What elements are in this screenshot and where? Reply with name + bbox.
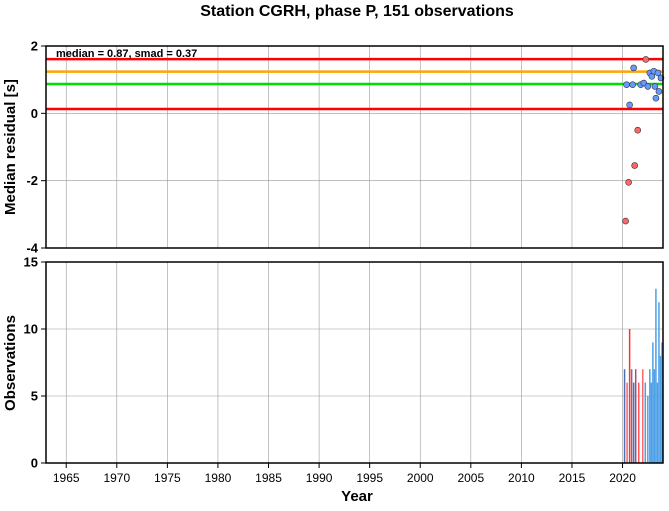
x-tick-label: 1990 — [306, 471, 333, 485]
residual-point — [634, 126, 642, 134]
reference-lines — [46, 57, 663, 111]
y-tick-label: 0 — [31, 106, 38, 121]
residual-points — [622, 56, 665, 225]
residual-point — [651, 83, 659, 90]
y-tick-label: 2 — [31, 39, 38, 54]
observation-bars — [623, 288, 663, 463]
observations-plot-frame — [45, 261, 664, 464]
residual-point — [652, 94, 660, 102]
x-tick-label: 1980 — [205, 471, 232, 485]
residual-point — [631, 162, 638, 169]
observations-gridlines — [46, 261, 663, 464]
residual-point — [655, 88, 663, 95]
residual-point — [654, 69, 662, 77]
residual-panel: median = 0.87, smad = 0.37 -4 -2 0 2 Median… — [2, 39, 665, 256]
residual-gridlines — [46, 45, 663, 249]
residual-point — [644, 83, 652, 90]
y-tick-label: 10 — [24, 322, 38, 337]
stats-annotation: median = 0.87, smad = 0.37 — [56, 48, 197, 60]
residual-point — [626, 101, 633, 109]
y-tick-label: -2 — [26, 173, 38, 188]
observations-y-axis-label: Observations — [2, 315, 19, 411]
residual-plot-frame — [45, 45, 664, 249]
residual-point — [625, 179, 632, 186]
x-tick-label: 1965 — [53, 471, 80, 485]
residual-point — [622, 217, 629, 225]
residual-point — [629, 81, 636, 89]
y-tick-label: 5 — [31, 389, 38, 404]
residual-y-ticks: -4 -2 0 2 — [26, 39, 46, 256]
x-tick-label: 2020 — [609, 471, 636, 485]
x-tick-label: 1970 — [103, 471, 130, 485]
y-tick-label: 15 — [24, 255, 38, 270]
x-tick-label: 2000 — [407, 471, 434, 485]
chart-title: Station CGRH, phase P, 151 observations — [200, 3, 514, 20]
observations-panel: 0 5 10 15 1965 1970 1975 1980 1985 1990 1995 2000 2… — [2, 255, 664, 505]
y-tick-label: 0 — [31, 456, 38, 471]
residual-y-axis-label: Median residual [s] — [2, 79, 19, 215]
residual-point — [623, 81, 630, 89]
residual-point — [630, 64, 637, 72]
x-tick-label: 2015 — [559, 471, 586, 485]
y-tick-label: -4 — [26, 241, 38, 256]
x-tick-label: 2005 — [457, 471, 484, 485]
residual-point — [642, 56, 650, 63]
x-tick-label: 1975 — [154, 471, 181, 485]
x-tick-label: 1995 — [356, 471, 383, 485]
year-x-ticks: 1965 1970 1975 1980 1985 1990 1995 2000 2005 2010… — [53, 463, 636, 485]
observations-y-ticks: 0 5 10 15 — [24, 255, 46, 471]
x-tick-label: 1985 — [255, 471, 282, 485]
x-tick-label: 2010 — [508, 471, 535, 485]
x-axis-label: Year — [341, 488, 373, 505]
